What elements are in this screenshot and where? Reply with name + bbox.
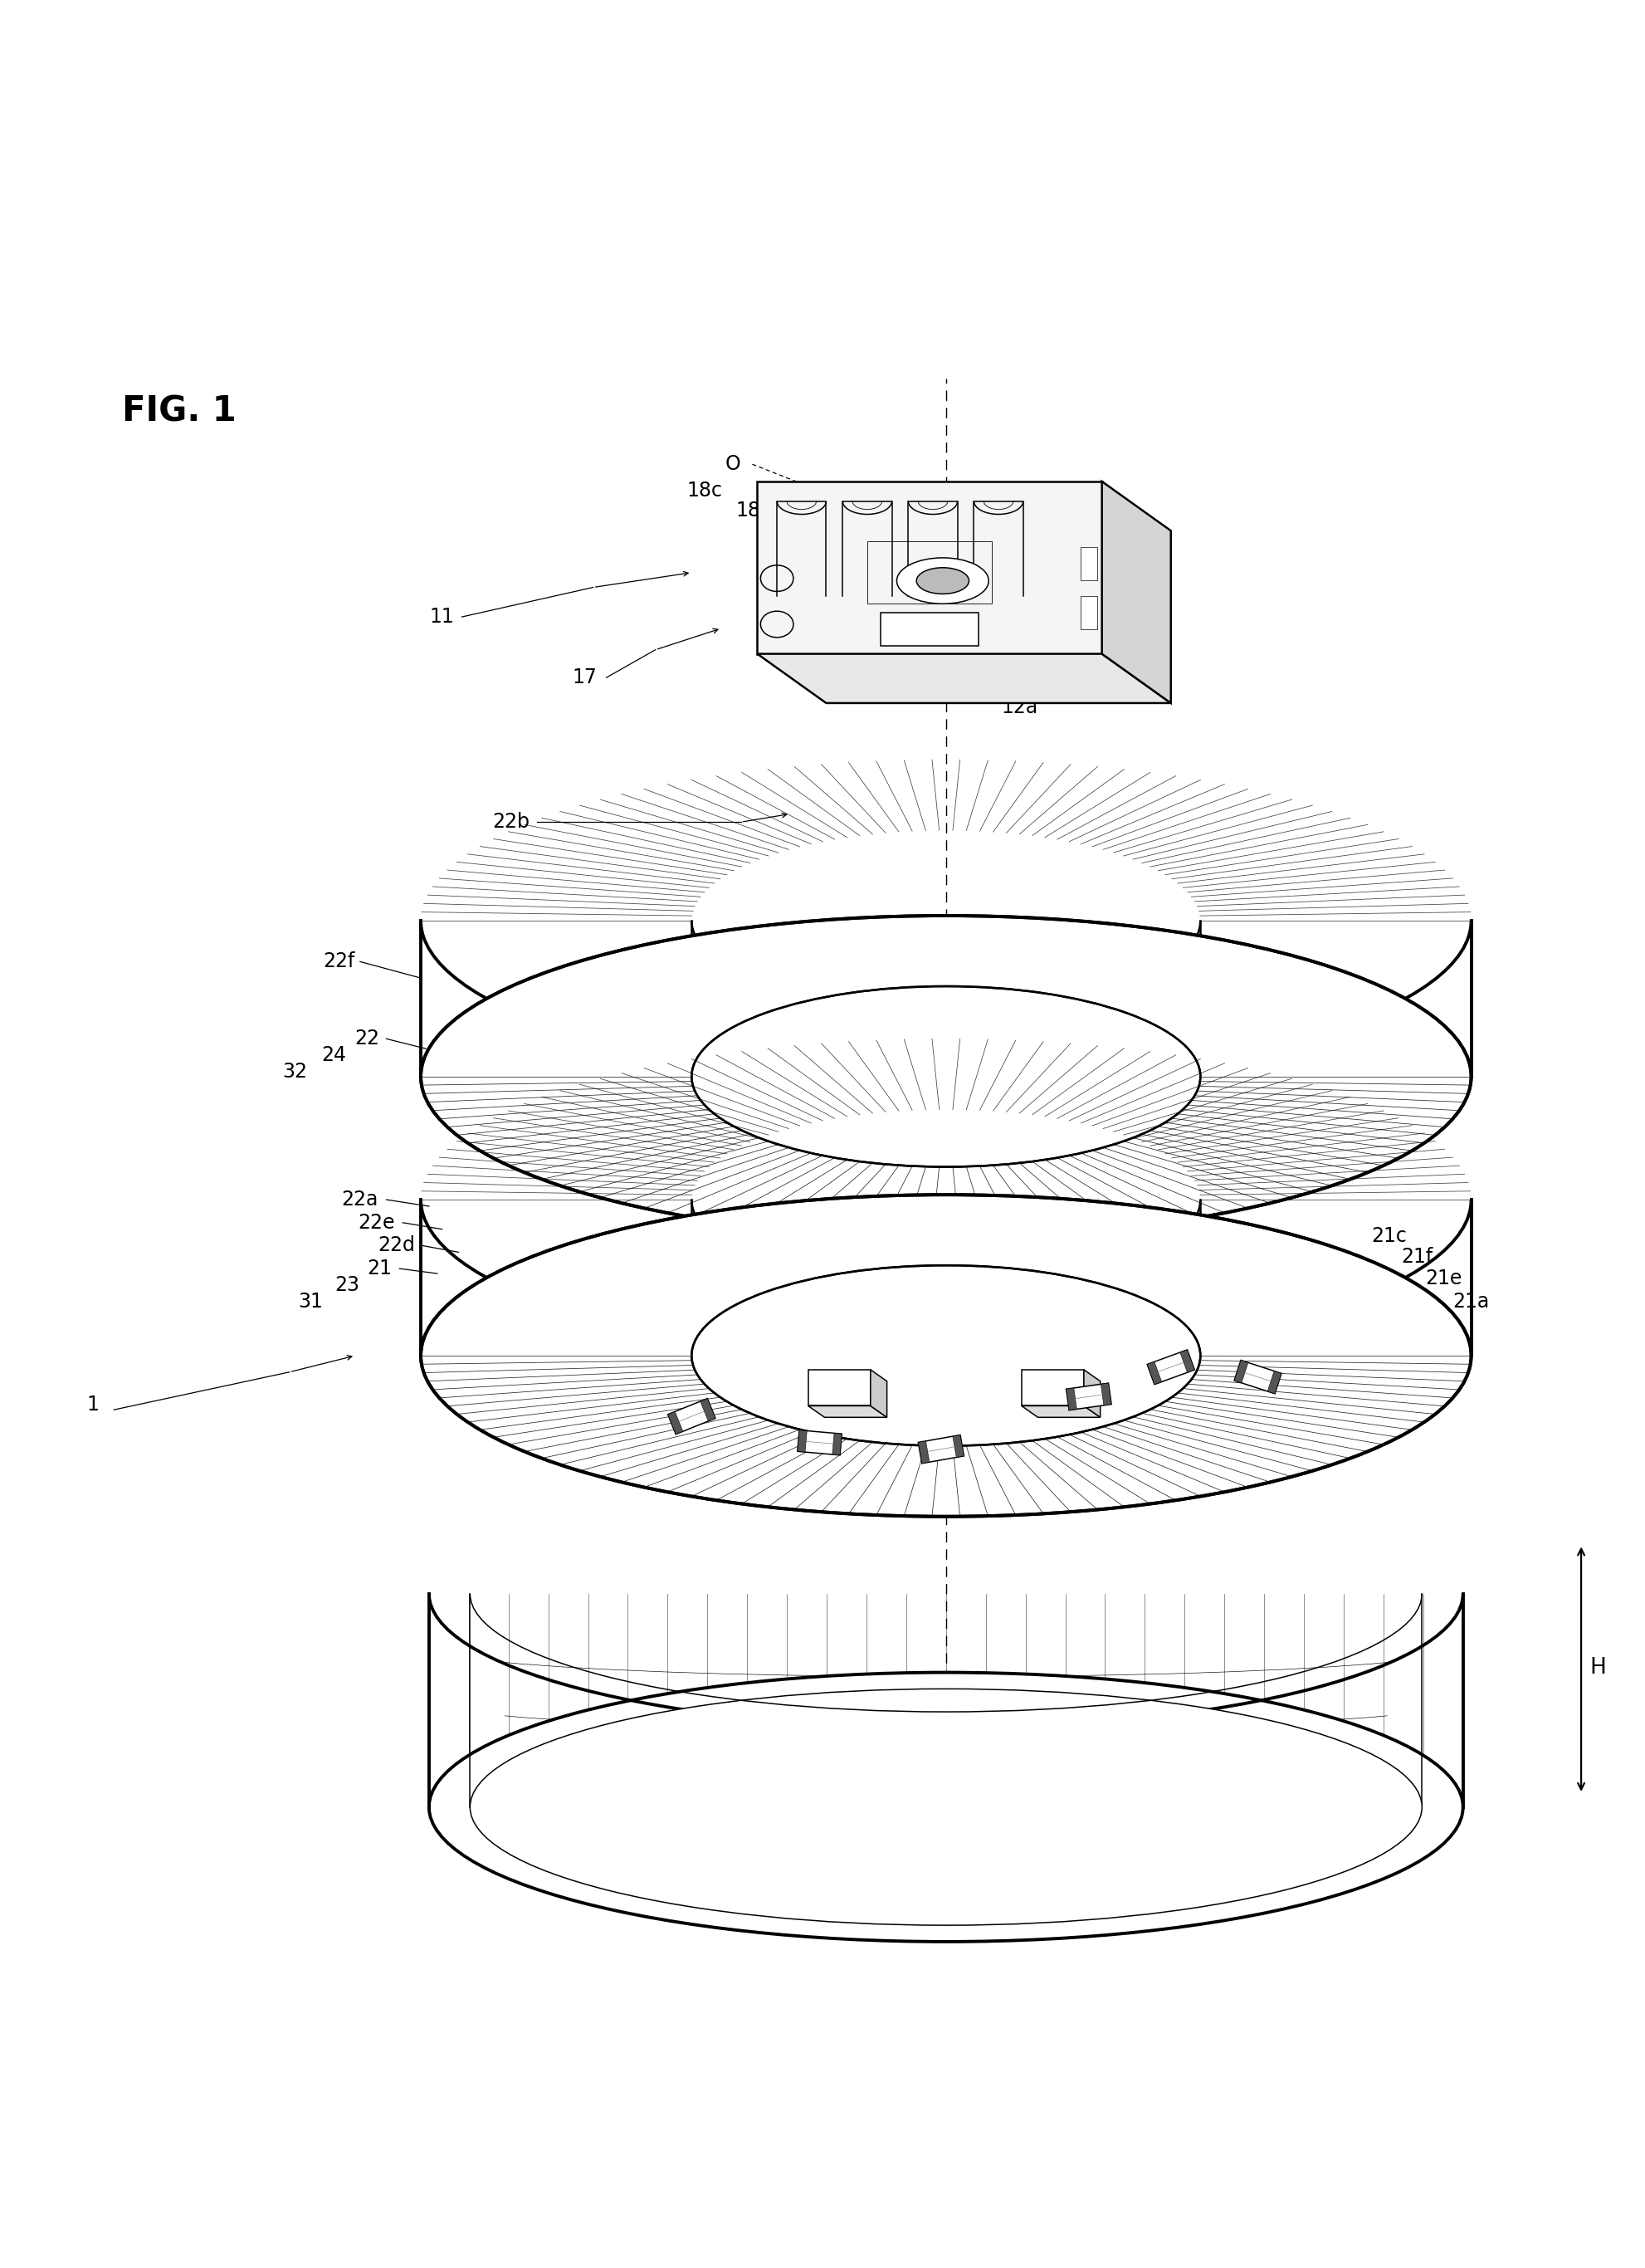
Text: 21: 21 [367,1259,392,1279]
Text: 21c: 21c [1370,1225,1406,1245]
Text: 18c: 18c [686,481,722,501]
Polygon shape [952,1436,964,1458]
Bar [1081,596,1097,628]
Polygon shape [757,653,1170,703]
Polygon shape [798,1431,841,1456]
Text: 11: 11 [429,608,454,626]
Polygon shape [699,1399,716,1422]
Text: H: H [1589,1656,1606,1678]
Text: 22e: 22e [359,1213,395,1232]
Text: 21f: 21f [1400,1247,1433,1268]
Text: 16: 16 [452,1810,477,1830]
Ellipse shape [916,567,969,594]
Text: 23: 23 [334,1275,359,1295]
Polygon shape [870,1370,887,1418]
Text: 21a: 21a [1453,1290,1489,1311]
Polygon shape [1179,1349,1194,1372]
Polygon shape [870,1091,887,1139]
Text: 12a: 12a [640,1268,676,1286]
Text: 18a: 18a [735,501,772,519]
Polygon shape [668,1411,683,1433]
Text: 21d: 21d [1161,1349,1199,1370]
Polygon shape [1066,1388,1076,1411]
Text: 22: 22 [354,1030,378,1048]
Polygon shape [1084,1370,1101,1418]
Polygon shape [832,1433,841,1456]
Text: 15: 15 [605,1338,630,1356]
Polygon shape [757,481,1102,653]
Ellipse shape [691,987,1199,1166]
Text: FIG. 1: FIG. 1 [122,395,237,429]
Text: 31: 31 [298,1290,322,1311]
Polygon shape [1101,1383,1110,1406]
Text: 17: 17 [572,667,597,687]
Ellipse shape [421,916,1471,1238]
Ellipse shape [897,558,989,603]
Polygon shape [1147,1361,1161,1383]
Bar [1022,1091,1084,1127]
Text: O: O [724,454,740,474]
Polygon shape [798,1431,806,1452]
Text: 21b: 21b [1329,1107,1365,1127]
Bar [808,1370,870,1406]
Bar [1022,1370,1084,1406]
Text: 22f: 22f [322,953,355,971]
Polygon shape [1234,1361,1247,1383]
Text: 13: 13 [515,1288,540,1309]
Text: 12a: 12a [1002,696,1038,717]
Polygon shape [918,1436,964,1463]
Ellipse shape [470,1690,1421,1926]
Polygon shape [1267,1372,1281,1395]
Text: 18: 18 [793,481,819,501]
Ellipse shape [421,1195,1471,1517]
Polygon shape [1066,1383,1110,1411]
Text: 15: 15 [1240,1325,1265,1345]
Text: 18b: 18b [887,619,923,637]
Text: 19a: 19a [883,553,920,574]
Ellipse shape [429,1672,1462,1941]
Polygon shape [808,1406,887,1418]
Text: 22a: 22a [342,1191,378,1209]
Text: 1: 1 [86,1395,99,1415]
Polygon shape [1022,1127,1101,1139]
Polygon shape [918,1440,929,1463]
Polygon shape [668,1399,716,1433]
Polygon shape [1022,1406,1101,1418]
Text: 12: 12 [594,1320,619,1340]
Text: 22c: 22c [1349,1018,1385,1036]
Polygon shape [1084,1091,1101,1139]
Text: 19: 19 [933,578,957,599]
Polygon shape [808,1127,887,1139]
Text: 22d: 22d [377,1236,415,1256]
Bar [880,612,979,646]
Polygon shape [1234,1361,1281,1395]
Text: 28: 28 [1229,1374,1253,1393]
Text: 22b: 22b [492,812,530,832]
Polygon shape [1102,481,1170,703]
Text: 14: 14 [556,1304,581,1325]
Bar [808,1091,870,1127]
Bar [867,542,992,603]
Text: 28: 28 [630,1440,655,1458]
Bar [1081,547,1097,581]
Ellipse shape [691,1266,1199,1447]
Polygon shape [1147,1349,1194,1383]
Text: 21e: 21e [1425,1268,1461,1288]
Text: 24: 24 [321,1046,345,1066]
Text: 32: 32 [281,1061,306,1082]
